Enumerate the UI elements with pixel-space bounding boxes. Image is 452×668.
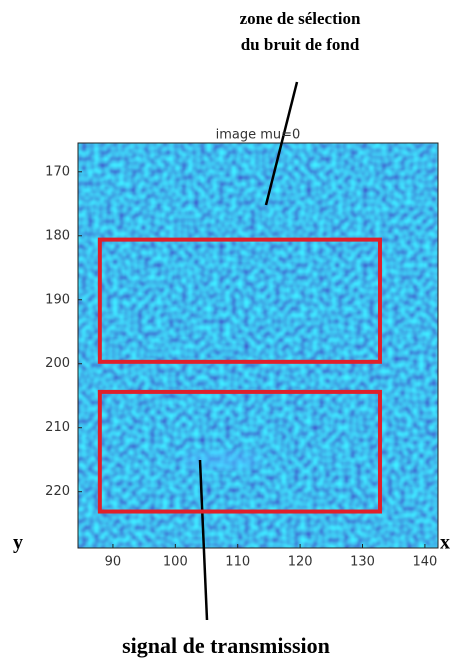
x-tick-label: 130 <box>350 555 375 570</box>
annotation-line: zone de sélection <box>240 9 361 28</box>
arrow-bottom <box>198 459 209 621</box>
signal-glow <box>182 451 262 469</box>
selection-region <box>97 237 382 364</box>
annotation-line: signal de transmission <box>122 633 330 658</box>
x-tick-label: 120 <box>288 555 313 570</box>
y-tick-label: 210 <box>45 420 70 435</box>
x-tick-label: 140 <box>412 555 437 570</box>
x-tick-label: 110 <box>225 555 250 570</box>
arrow-top <box>264 81 299 206</box>
x-tick-label: 90 <box>105 555 122 570</box>
annotation-line: du bruit de fond <box>241 35 360 54</box>
y-axis-label: y <box>13 532 23 554</box>
y-tick-label: 220 <box>45 484 70 499</box>
y-tick-label: 170 <box>45 164 70 179</box>
chart-title: image mu=0 <box>216 128 301 143</box>
selection-region <box>97 389 382 514</box>
x-tick-label: 100 <box>163 555 188 570</box>
y-tick-label: 200 <box>45 356 70 371</box>
y-tick-label: 180 <box>45 228 70 243</box>
y-tick-label: 190 <box>45 292 70 307</box>
plot-frame <box>77 142 439 549</box>
x-axis-label: x <box>440 532 450 554</box>
image-noise <box>78 143 438 548</box>
